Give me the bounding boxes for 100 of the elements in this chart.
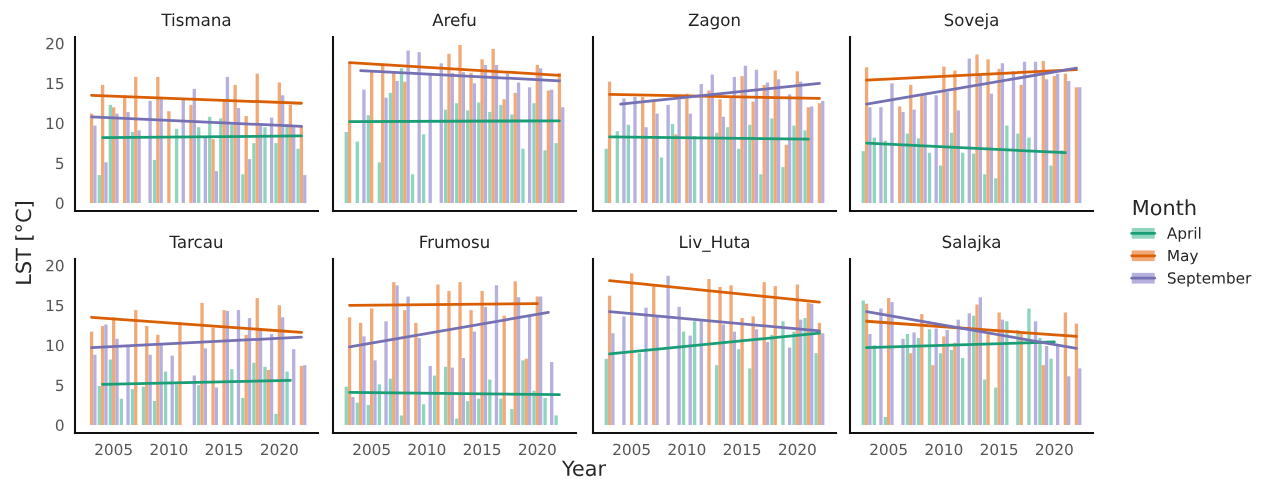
y-tick-label: 0 [55,419,64,432]
chart-title: Frumosu [420,235,489,249]
bar [510,409,514,426]
bar [355,141,359,204]
bar [344,386,348,426]
bar [230,369,234,426]
x-tick-label: 2005 [870,443,907,456]
bar [384,97,388,204]
bar [1027,308,1031,426]
bar [97,385,101,426]
bar [934,328,938,426]
bar [666,104,670,204]
bar [633,96,637,204]
legend-label: September [1167,271,1252,287]
bar [604,358,608,426]
chart-title: Tismana [161,13,231,27]
bar [247,159,252,204]
bar [740,318,744,426]
bar [97,175,101,204]
x-tick-label: 2010 [925,443,963,456]
bar [792,331,796,426]
bar [499,104,503,204]
bar [938,165,943,204]
bar [436,284,440,426]
bar [104,324,108,426]
bar [1049,165,1053,204]
bar [975,54,979,204]
bar [115,113,119,204]
bar [285,124,289,204]
bar [488,112,492,204]
legend-title: Month [1133,199,1196,216]
y-tick-label: 5 [56,379,64,392]
bar [148,354,152,426]
bar [1016,133,1020,204]
bar [292,349,296,426]
bar [729,96,733,204]
bar [666,275,670,426]
bar [366,405,370,426]
bar [159,344,163,426]
bar [934,95,938,204]
bar [707,278,711,426]
bar [377,162,382,204]
bar [912,109,916,204]
bar [469,72,473,204]
chart-title: Tarcau [169,235,223,249]
bar [362,336,366,426]
bar [961,357,965,426]
bar [604,148,608,204]
y-tick-label: 5 [56,157,64,170]
legend-label: May [1168,249,1199,265]
x-tick-label: 2020 [519,443,556,456]
bar [274,143,278,204]
bar [1056,346,1060,426]
bar [561,107,565,204]
bar [399,415,404,426]
bar [148,100,152,204]
bar [130,389,135,426]
bar [784,144,788,204]
chart-title: Soveja [944,13,998,30]
bar [252,362,256,426]
bar [994,387,998,426]
bar [1078,87,1082,204]
bar [480,290,484,426]
bar [303,175,307,204]
bar [230,124,234,204]
x-tick-label: 2005 [353,443,390,456]
bar [1060,150,1064,204]
bar [715,365,719,426]
bar [344,131,348,204]
bar [890,302,894,426]
bar [986,59,990,204]
bar [488,379,492,426]
bar [152,159,157,204]
bar [1049,358,1053,426]
bar [211,327,215,426]
bar [901,338,905,426]
bar [384,321,388,426]
bar [197,385,201,426]
bar [677,306,681,426]
y-tick-label: 10 [46,117,64,130]
bar [740,76,744,204]
bar [532,103,536,204]
bar [655,113,659,204]
bar [303,365,307,426]
bar [1005,125,1009,204]
bar [1074,87,1079,204]
bar [189,104,193,204]
bar [167,111,171,204]
bar [417,52,421,204]
bar [781,321,785,426]
bar [931,365,935,426]
bar [644,127,648,204]
bar [93,354,97,426]
bar [351,397,355,426]
bar [729,285,733,426]
bar [211,139,215,204]
bar [1038,338,1042,426]
bar [1078,368,1082,426]
bar [241,174,245,204]
bar [975,304,979,426]
